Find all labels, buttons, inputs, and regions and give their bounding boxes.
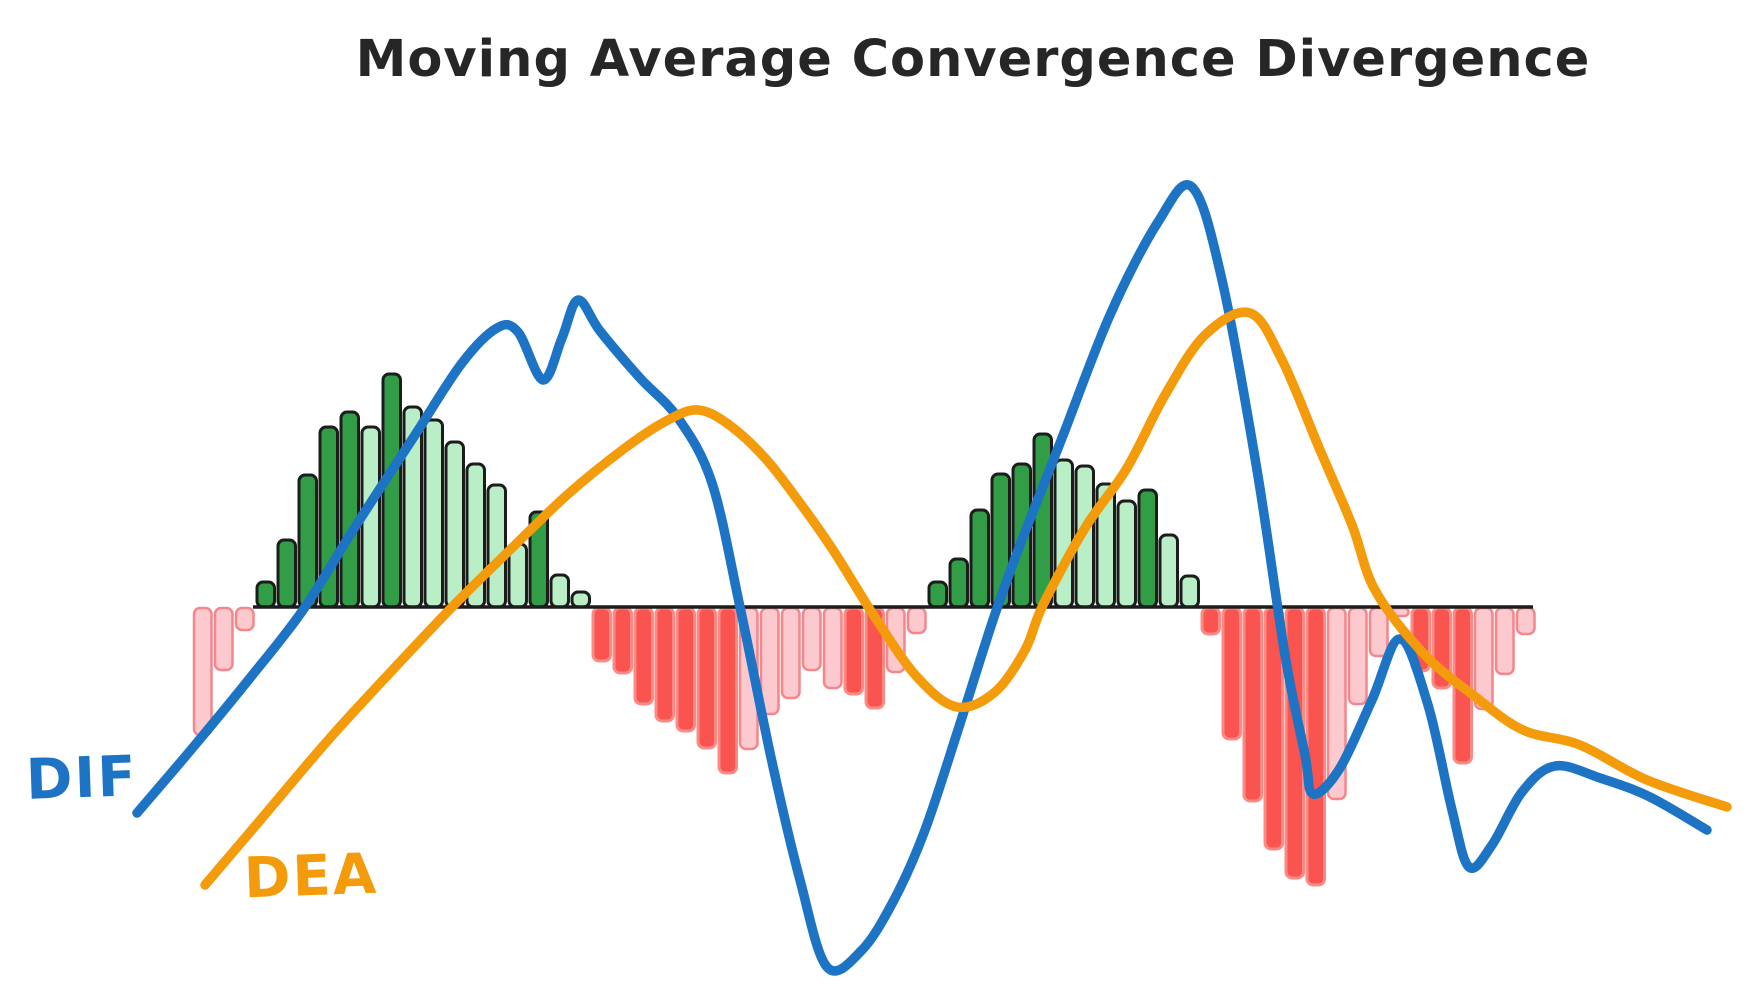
histogram-bar [423,418,444,609]
histogram-bar [339,410,360,609]
histogram-bar [633,606,654,706]
histogram-bar [381,372,402,609]
histogram-bar [1305,606,1326,887]
histogram-bar [759,606,780,716]
histogram-bar [213,606,234,672]
histogram-bar [1515,606,1536,636]
histogram-bar [549,573,570,609]
histogram-bar [1347,606,1368,706]
histogram-bar [486,483,507,609]
histogram-bar [444,440,465,609]
histogram-bar [1179,574,1200,609]
dea-line [200,307,1732,890]
histogram-bar [1158,533,1179,609]
histogram-bar [654,606,675,723]
histogram-bar [1137,488,1158,609]
histogram-bar [192,606,213,737]
dif-series-label: DIF [24,744,139,813]
histogram-bar [234,606,255,632]
chart-title: Moving Average Convergence Divergence [355,30,1591,89]
histogram-bar [1368,606,1389,658]
histogram-bar [1494,606,1515,676]
histogram-bar [255,580,276,609]
histogram-bar [675,606,696,733]
histogram-bar [906,606,927,635]
histogram-bar [717,606,738,775]
histogram-bar [1221,606,1242,741]
histogram-bar [1200,606,1221,636]
histogram-bar [276,538,297,609]
histogram-bar [1116,499,1137,609]
histogram-bar [843,606,864,696]
histogram-bar [948,557,969,609]
histogram-bar [696,606,717,750]
histogram-bar [822,606,843,690]
dea-series-label: DEA [242,841,380,912]
histogram-bar [969,508,990,609]
histogram-bar [570,590,591,609]
histogram-bar [801,606,822,672]
histogram-bar [612,606,633,675]
histogram-bar [780,606,801,700]
histogram-bar [591,606,612,663]
histogram-bar [927,580,948,609]
histogram-bar [1242,606,1263,803]
